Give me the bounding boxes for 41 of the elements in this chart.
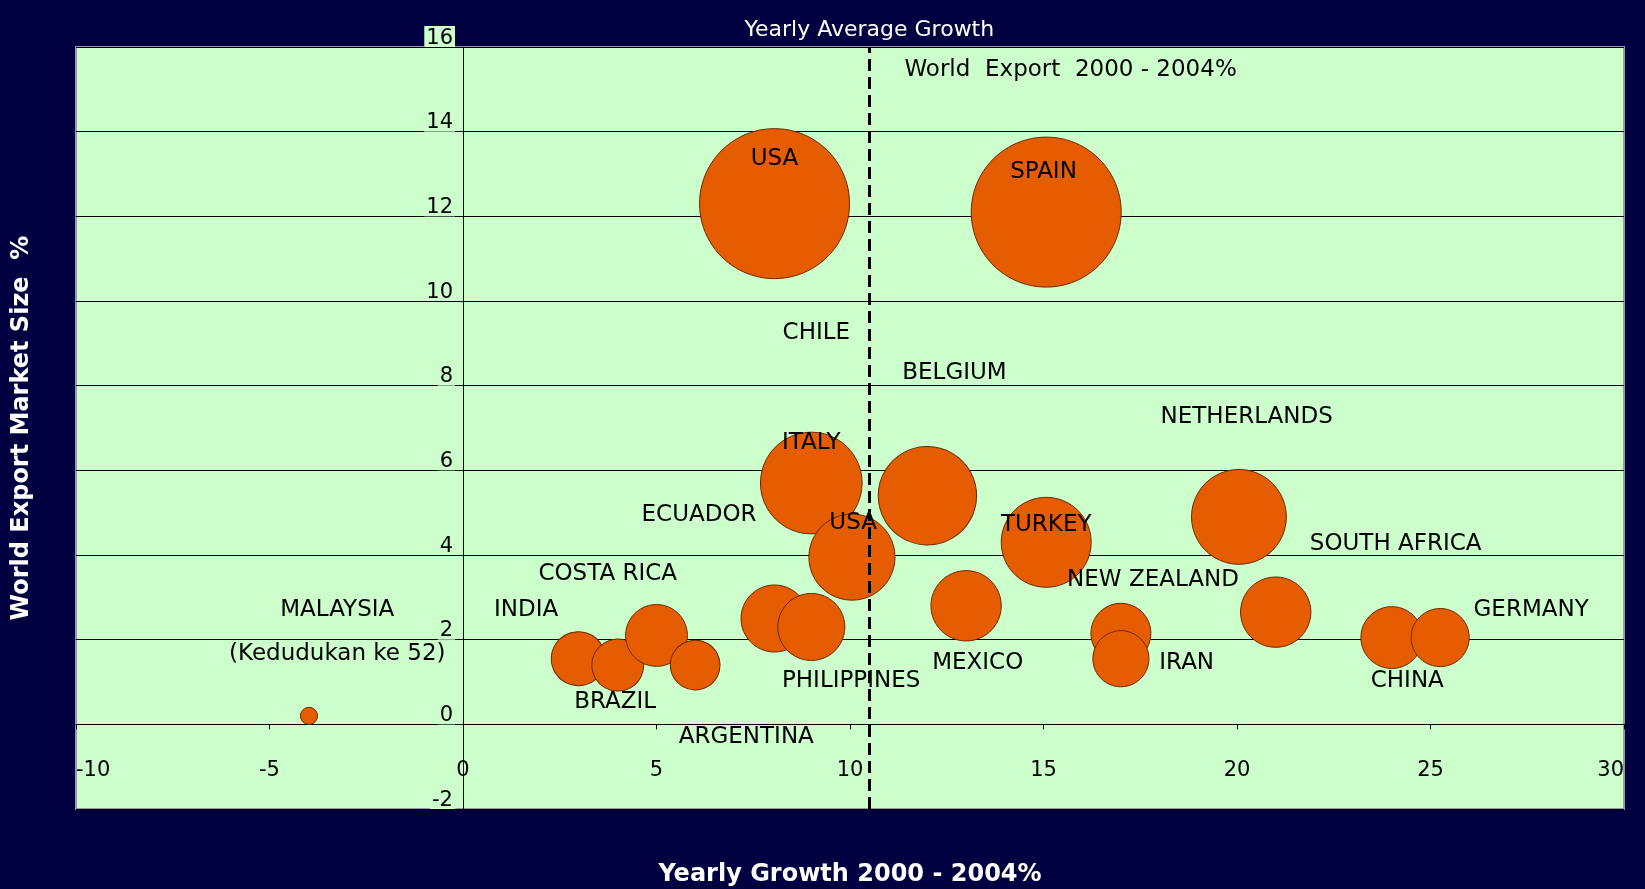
x-axis-title: Yearly Growth 2000 - 2004% [657,859,1042,887]
y-tick-label: 12 [426,193,453,218]
annotation: CHILE [782,317,851,344]
annotation: USA [750,144,799,171]
y-tick-label: 14 [426,109,453,134]
annotation: BELGIUM [902,357,1007,384]
annotation: SPAIN [1010,156,1077,183]
y-tick-label: 16 [426,24,453,49]
x-tick-label: 5 [649,756,664,781]
annotation: World Export 2000 - 2004% [904,55,1237,82]
y-tick-label: 10 [426,278,453,303]
y-tick-label: -2 [432,786,453,811]
x-tick-label: 20 [1223,756,1251,781]
y-tick-label: 6 [439,447,453,472]
annotation: INDIA [493,594,559,621]
x-tick-label: 10 [836,756,864,781]
annotation: PHILIPPINES [781,666,921,693]
annotation: ITALY [782,427,842,454]
y-axis-title: World Export Market Size % [6,235,34,621]
x-tick-label: 25 [1417,756,1444,781]
y-tick-label: 2 [439,617,453,642]
annotation: GERMANY [1473,594,1590,621]
x-tick-label: -10 [76,756,111,781]
y-tick-label: 4 [439,532,453,557]
annotation: NETHERLANDS [1160,402,1333,429]
annotation: ARGENTINA [678,721,815,748]
annotation: IRAN [1159,648,1215,675]
x-tick-label: -5 [259,756,280,781]
y-tick-label: 8 [439,363,453,388]
annotation: BRAZIL [574,687,657,714]
y-tick-label: 0 [439,701,453,726]
annotation: ECUADOR [641,499,757,526]
annotation: MEXICO [932,648,1024,675]
ref-line-label: Yearly Average Growth [743,15,995,41]
x-tick-label: 30 [1597,756,1624,781]
annotation: MALAYSIA [280,594,395,621]
x-tick-label: 15 [1030,756,1057,781]
annotation: NEW ZEALAND [1067,565,1239,592]
annotation: SOUTH AFRICA [1309,529,1482,556]
annotation: COSTA RICA [538,558,678,585]
annotation: CHINA [1370,666,1445,693]
